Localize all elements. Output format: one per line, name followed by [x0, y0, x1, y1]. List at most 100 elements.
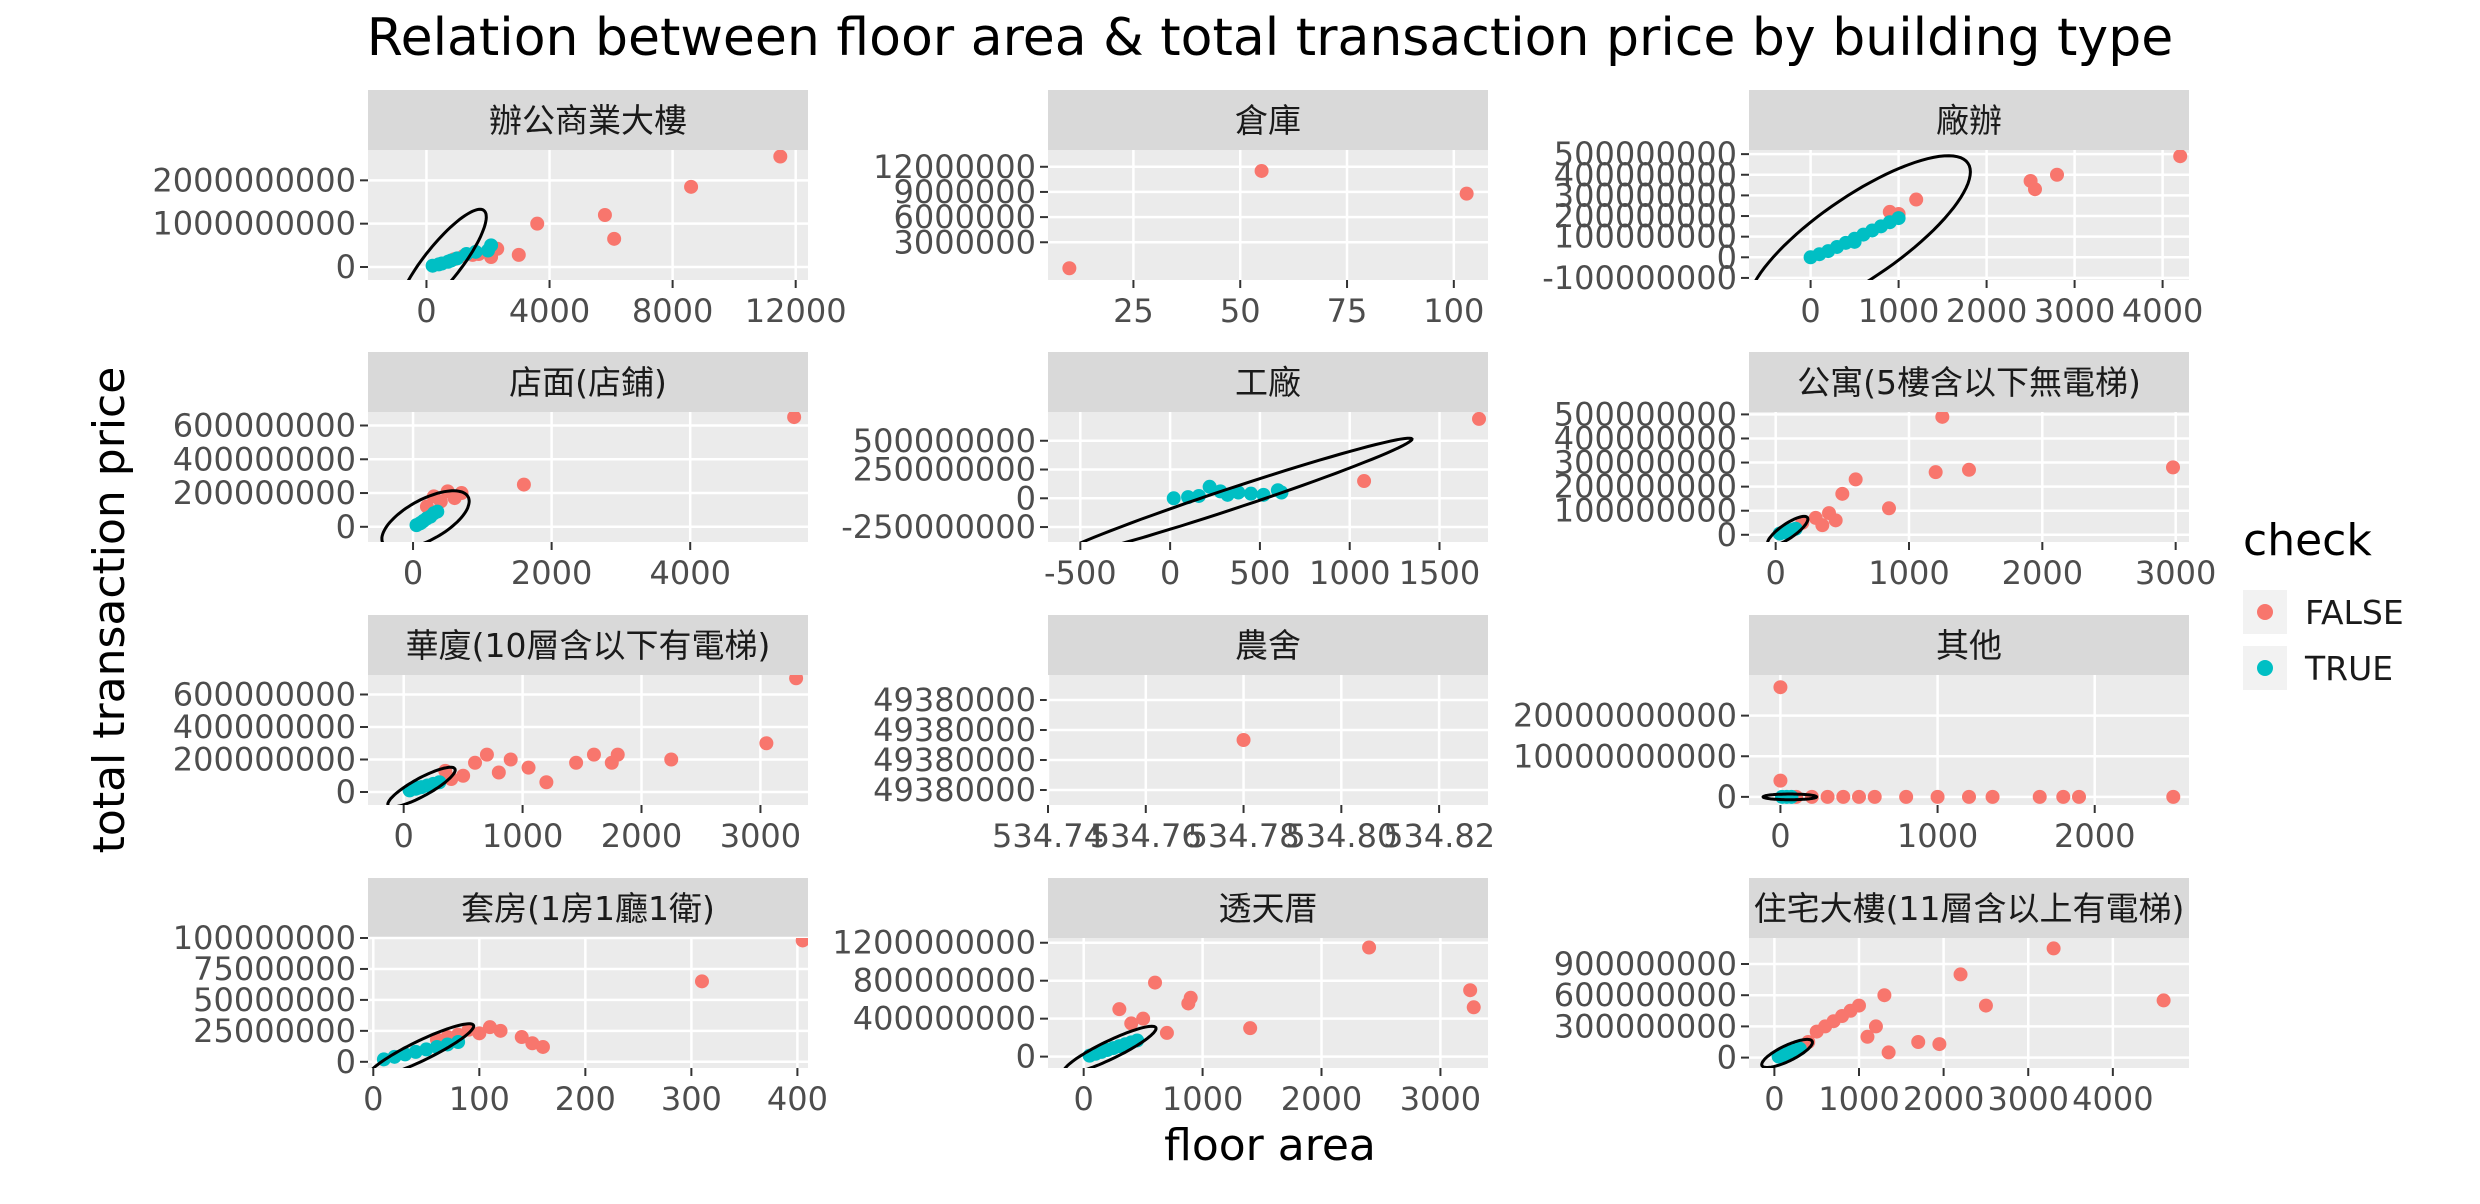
true-point	[484, 238, 499, 253]
true-point	[408, 1044, 423, 1059]
y-tick-label: 200000000	[1554, 197, 1737, 235]
false-point	[1928, 465, 1943, 480]
facet-strip-label: 套房(1房1廳1衛)	[461, 889, 715, 928]
x-tick-label: 1000	[1868, 554, 1949, 592]
false-point	[1848, 472, 1863, 487]
panel-plot-area	[1760, 941, 2171, 1068]
x-tick-label: 534.76	[1090, 817, 1202, 855]
false-point	[1962, 789, 1976, 804]
y-tick-label: 10000000000	[1513, 737, 1737, 775]
legend-label: FALSE	[2305, 593, 2404, 632]
y-tick-label: 0	[1016, 1038, 1036, 1076]
false-point	[1112, 1002, 1127, 1017]
x-tick-label: 0	[393, 817, 413, 855]
facet-strip-label: 公寓(5樓含以下無電梯)	[1797, 363, 2141, 402]
x-tick-label: 2000	[601, 817, 682, 855]
false-legend-key	[2257, 604, 2273, 620]
panel-background	[1048, 675, 1488, 805]
x-tick-label: 534.80	[1285, 817, 1397, 855]
false-point	[1962, 462, 1976, 477]
facet-strip	[1048, 90, 1488, 150]
confidence-ellipse	[1754, 154, 1972, 280]
false-point	[1836, 789, 1851, 804]
false-point	[1136, 1011, 1151, 1026]
false-point	[2046, 941, 2061, 956]
false-point	[456, 768, 471, 783]
y-tick-label: 0	[336, 773, 356, 811]
false-point	[482, 1020, 497, 1035]
x-tick-label: 3000	[720, 817, 801, 855]
x-tick-label: 300	[661, 1080, 722, 1118]
false-point	[1877, 988, 1892, 1003]
false-point	[511, 247, 526, 262]
y-tick-label: 500000000	[853, 422, 1036, 460]
x-tick-label: 0	[1160, 554, 1180, 592]
legend-title: check	[2243, 515, 2372, 566]
true-point	[1202, 479, 1217, 494]
false-point	[787, 412, 802, 425]
y-tick-label: 1200000000	[832, 924, 1036, 962]
false-point	[1911, 1035, 1926, 1049]
false-point	[516, 477, 531, 492]
facet-strip-label: 工廠	[1235, 363, 1301, 402]
y-tick-label: -250000000	[841, 508, 1036, 546]
false-point	[2032, 789, 2047, 804]
false-point	[569, 755, 584, 770]
y-tick-label: 49380000	[873, 771, 1036, 809]
x-tick-label: 2000	[2002, 554, 2083, 592]
facet-panel: 套房(1房1廳1衛) 025000000500000007500000010000…	[173, 878, 828, 1118]
true-point	[1779, 524, 1794, 539]
false-point	[684, 179, 699, 194]
true-point	[387, 1049, 402, 1064]
confidence-ellipse	[1760, 1037, 1814, 1068]
y-tick-label: 100000000	[173, 919, 356, 957]
x-tick-label: 3000	[1400, 1080, 1481, 1118]
panel-plot-area	[406, 150, 788, 280]
false-point	[1148, 975, 1163, 990]
false-point	[795, 938, 808, 948]
false-point	[447, 491, 462, 506]
x-tick-label: 0	[416, 292, 436, 330]
x-tick-label: 75	[1327, 292, 1368, 330]
x-tick-label: 534.74	[992, 817, 1104, 855]
false-point	[530, 216, 545, 231]
y-tick-label: 0	[1717, 1039, 1737, 1077]
false-point	[1909, 192, 1924, 207]
y-tick-label: 1000000000	[152, 205, 356, 243]
facet-strip	[1749, 90, 2189, 150]
false-point	[664, 752, 679, 767]
x-tick-label: 4000	[2072, 1080, 2153, 1118]
confidence-ellipse	[386, 765, 457, 805]
x-tick-label: 25	[1113, 292, 1154, 330]
false-point	[1852, 789, 1866, 804]
true-legend-key	[2257, 660, 2273, 676]
confidence-ellipse	[371, 1022, 476, 1068]
y-tick-label: 800000000	[853, 962, 1036, 1000]
panel-plot-area	[1761, 680, 2181, 804]
y-tick-label: 500000000	[1554, 135, 1737, 173]
false-point	[1243, 1021, 1258, 1036]
false-point	[1362, 940, 1377, 955]
facet-strip	[1749, 352, 2189, 412]
x-tick-label: 0	[1073, 1080, 1093, 1118]
false-point	[1881, 1045, 1896, 1060]
false-point	[468, 755, 483, 770]
y-tick-label: 50000000	[193, 981, 356, 1019]
true-point	[468, 244, 483, 259]
false-point	[503, 752, 518, 767]
x-tick-label: 50	[1220, 292, 1261, 330]
facet-strip-label: 農舍	[1235, 626, 1301, 665]
false-point	[586, 747, 601, 762]
x-tick-label: 1000	[1858, 292, 1939, 330]
y-tick-label: -100000000	[1542, 259, 1737, 297]
legend: check FALSE TRUE	[2243, 515, 2404, 690]
false-point	[1868, 1019, 1883, 1034]
x-tick-label: 2000	[511, 554, 592, 592]
x-tick-label: 12000	[745, 292, 847, 330]
x-tick-label: 4000	[509, 292, 590, 330]
y-tick-label: 0	[336, 508, 356, 546]
